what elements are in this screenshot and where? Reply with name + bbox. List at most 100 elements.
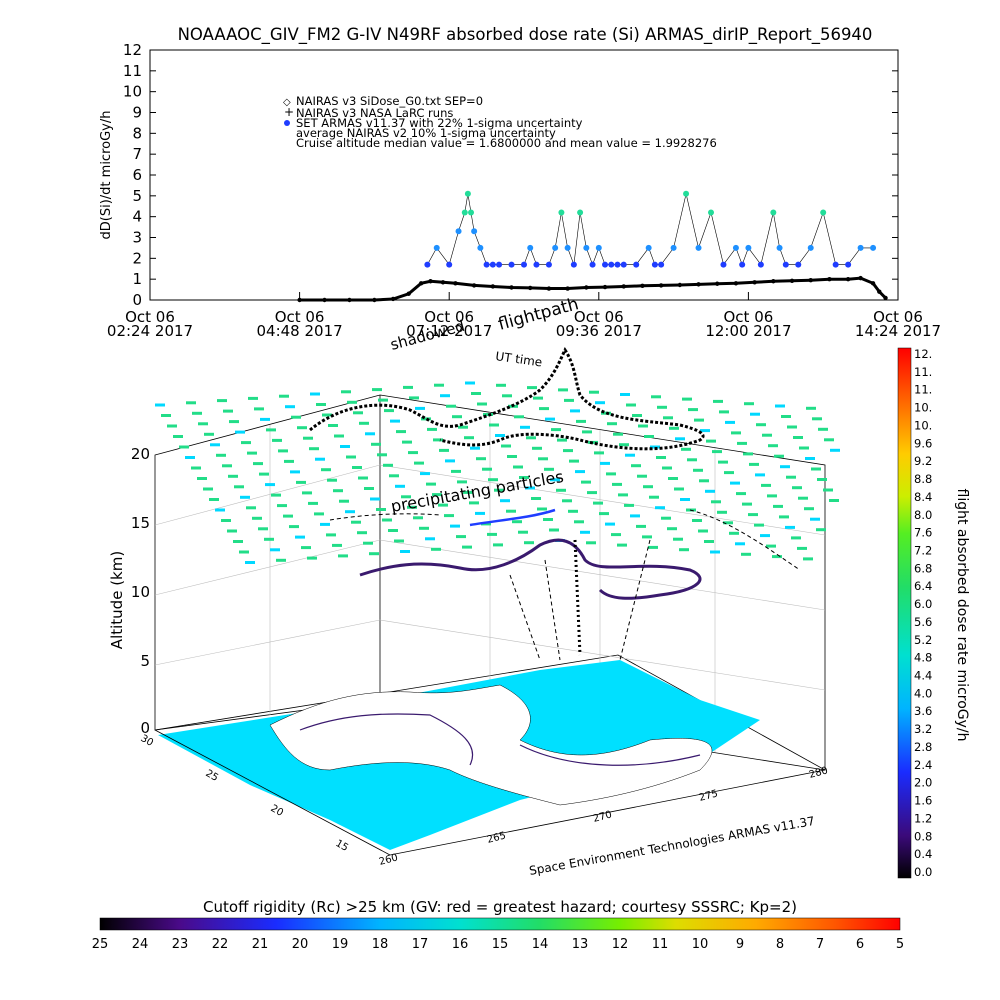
armas-point (820, 209, 827, 216)
armas-point (651, 261, 658, 268)
armas-point (464, 190, 471, 197)
dose-colorbar-tick: 8.4 (914, 490, 932, 504)
armas-point (471, 228, 478, 235)
armas-point (508, 261, 515, 268)
armas-point (770, 209, 777, 216)
armas-point (720, 261, 727, 268)
dose-colorbar-tick: 7.6 (914, 526, 932, 540)
armas-point (527, 244, 534, 251)
lat-tick: 25 (204, 768, 221, 784)
credit-label: Space Environment Technologies ARMAS v11… (528, 814, 816, 878)
rigidity-colorbar-tick: 19 (332, 937, 349, 952)
nairas-point (584, 285, 589, 290)
dose-colorbar-tick: 4.0 (914, 686, 932, 700)
nairas-point (877, 289, 882, 294)
nairas-point (546, 286, 552, 291)
nairas-point (509, 285, 514, 290)
armas-point (633, 261, 640, 268)
lon-tick: 280 (808, 765, 829, 781)
armas-series (424, 190, 877, 268)
rigidity-colorbar-tick: 15 (492, 937, 509, 952)
dose-colorbar-tick: 10. (914, 418, 932, 432)
rigidity-colorbar-tick: 10 (692, 937, 709, 952)
nairas-point (490, 284, 496, 289)
armas-point (670, 244, 677, 251)
y-tick-label: 3 (132, 229, 142, 247)
nairas-point (658, 283, 664, 288)
nairas-point (406, 291, 411, 296)
dose-colorbar-tick: 4.4 (914, 669, 932, 683)
x-tick-label: 04:48 2017 (257, 322, 343, 340)
dose-colorbar-tick: 0.0 (914, 865, 932, 879)
nairas-point (827, 276, 832, 282)
rigidity-colorbar-ticks: 25 24 23 22 21 20 19 18 17 16 15 14 13 12 11 10 9 8 7 6 5 (92, 937, 904, 952)
armas-point (807, 244, 814, 251)
dose-colorbar-tick: 6.0 (914, 597, 932, 611)
dose-colorbar-tick: 2.4 (914, 758, 932, 772)
altitude-tick: 0 (140, 719, 150, 737)
nairas-point (733, 281, 739, 286)
armas-point (577, 209, 584, 216)
x-tick-label: Oct 06 (873, 308, 923, 326)
altitude-axis-label: Altitude (km) (108, 551, 126, 649)
armas-point (695, 244, 702, 251)
lon-tick: 265 (486, 830, 507, 846)
armas-point (583, 244, 590, 251)
rigidity-colorbar-tick: 23 (172, 937, 189, 952)
x-tick-label: 02:24 2017 (107, 322, 193, 340)
armas-point (757, 261, 764, 268)
armas-point (595, 244, 602, 251)
armas-point (870, 244, 877, 251)
y-tick-label: 11 (123, 62, 142, 80)
dose-colorbar-tick: 3.6 (914, 704, 932, 718)
flightpath-segment (469, 508, 556, 527)
dose-colorbar-tick: 6.4 (914, 579, 932, 593)
armas-point (614, 261, 621, 268)
rigidity-colorbar-title: Cutoff rigidity (Rc) >25 km (GV: red = g… (203, 898, 797, 916)
dose-colorbar-tick: 7.2 (914, 543, 932, 557)
legend: ◇ NAIRAS v3 SiDose_G0.txt SEP=0 + NAIRAS… (283, 94, 717, 150)
armas-point (857, 244, 864, 251)
x-tick-label: Oct 06 (275, 308, 325, 326)
nairas-point (883, 295, 888, 301)
y-tick-label: 6 (132, 166, 142, 184)
armas-point (832, 261, 839, 268)
armas-point (455, 228, 462, 235)
dose-colorbar-tick: 11. (914, 365, 932, 379)
nairas-point (453, 281, 458, 286)
armas-point (745, 244, 752, 251)
y-tick-label: 1 (132, 270, 142, 288)
lon-tick: 260 (378, 852, 399, 868)
x-tick-label: Oct 06 (125, 308, 175, 326)
rigidity-colorbar-bar (99, 917, 901, 931)
legend-symbol: ◇ (283, 97, 291, 108)
nairas-line (299, 276, 887, 302)
rigidity-colorbar-tick: 8 (776, 937, 784, 952)
altitude-tick: 5 (140, 652, 150, 670)
dose-colorbar-tick: 2.8 (914, 740, 932, 754)
armas-point (708, 209, 714, 216)
y-tick-label: 2 (132, 249, 142, 267)
dose-colorbar-bar (897, 347, 912, 879)
nairas-point (621, 284, 626, 289)
trajectory-3d-plot: 0 5 10 15 20 Altitude (km) 30 25 20 15 2… (108, 294, 840, 878)
rigidity-colorbar-tick: 24 (132, 937, 149, 952)
y-tick-label: 12 (123, 41, 142, 59)
nairas-point (565, 286, 570, 291)
dose-colorbar-label: flight absorbed dose rate microGy/h (954, 489, 970, 742)
lon-tick: 275 (698, 788, 719, 804)
nairas-point (808, 278, 813, 283)
armas-point (570, 261, 577, 268)
nairas-point (602, 284, 608, 290)
rigidity-colorbar-tick: 18 (372, 937, 389, 952)
flightpath-colored (359, 538, 702, 600)
rigidity-colorbar-tick: 21 (252, 937, 269, 952)
dose-colorbar-tick: 11. (914, 383, 932, 397)
nairas-point (322, 297, 327, 303)
armas-point (658, 261, 665, 268)
coastline (299, 713, 474, 766)
dose-colorbar-tick: 0.8 (914, 829, 932, 843)
x-tick-label: 12:00 2017 (705, 322, 791, 340)
